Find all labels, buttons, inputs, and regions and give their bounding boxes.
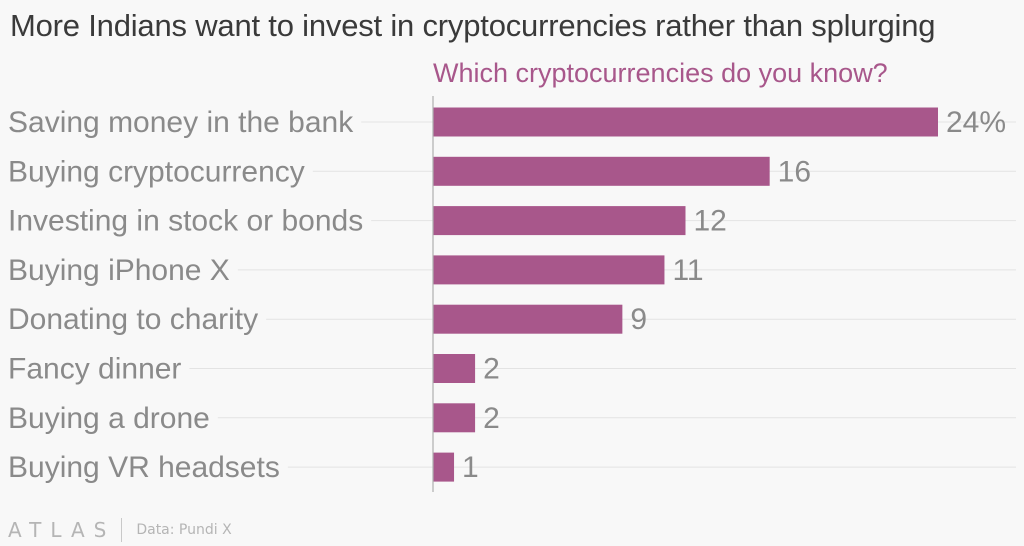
category-label: Fancy dinner [8,353,181,386]
footer: ATLAS Data: Pundi X [8,517,232,543]
chart-title: More Indians want to invest in cryptocur… [10,8,936,43]
bar [433,156,770,186]
chart-subtitle: Which cryptocurrencies do you know? [433,58,888,88]
bar [433,206,686,236]
bar [433,354,476,383]
bar [433,107,938,137]
bar [433,304,623,334]
value-label: 16 [778,155,811,188]
value-label: 2 [483,402,500,435]
value-label: 24% [946,106,1006,139]
value-label: 9 [630,303,647,336]
bar [433,452,455,482]
category-label: Donating to charity [8,303,258,336]
category-label: Buying cryptocurrency [8,155,305,188]
category-label: Buying a drone [8,402,210,435]
atlas-logo: ATLAS [8,518,116,542]
footer-divider [121,518,123,542]
bar [433,403,476,433]
value-label: 1 [462,451,479,484]
category-label: Buying VR headsets [8,451,280,484]
value-label: 11 [672,254,703,287]
value-label: 2 [483,353,500,386]
category-label: Investing in stock or bonds [8,205,363,238]
category-label: Buying iPhone X [8,254,230,287]
value-label: 12 [694,205,727,238]
category-label: Saving money in the bank [8,106,354,139]
bar [433,255,665,285]
data-source: Data: Pundi X [136,522,232,538]
